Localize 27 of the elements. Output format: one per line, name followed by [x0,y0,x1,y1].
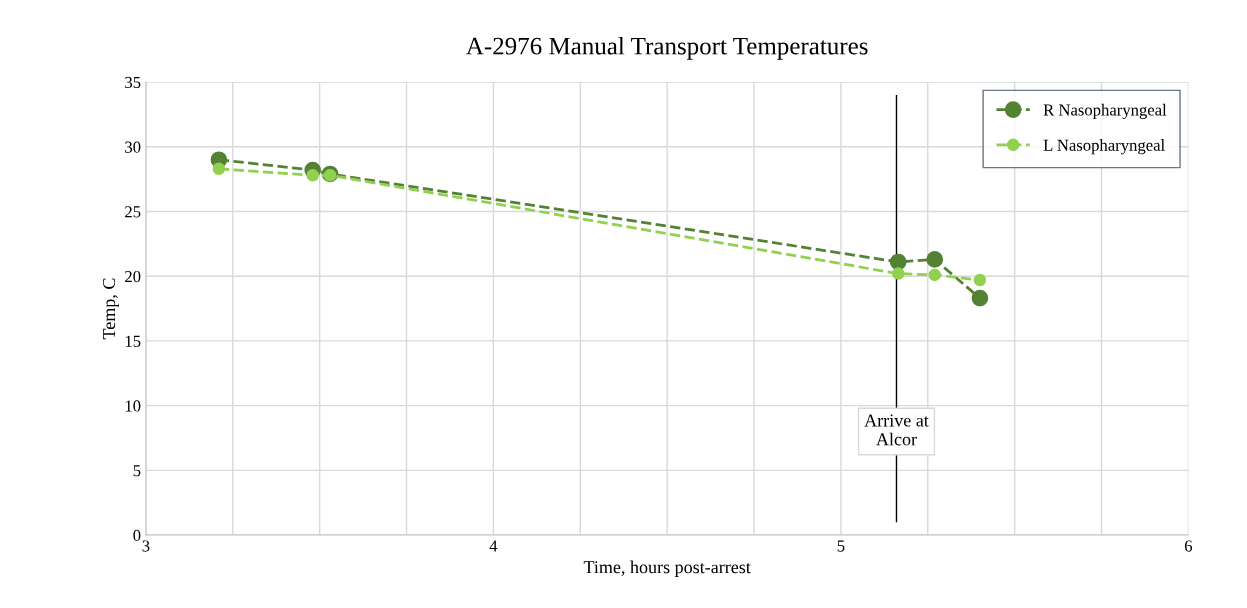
y-axis-title: Temp, C [103,278,119,340]
point [212,162,226,176]
y-tick-label: 35 [125,76,141,89]
point [926,251,944,268]
x-tick-label: 6 [1184,540,1193,552]
y-tick-label: 25 [125,206,141,218]
y-tick-label: 20 [125,270,141,283]
y-tick-label: 10 [125,400,141,412]
point [891,267,905,280]
y-tick-label: 0 [133,529,141,541]
y-tick-label: 15 [125,335,141,347]
point [889,253,907,271]
x-tick-label: 4 [489,540,498,552]
y-tick-label: 5 [133,465,141,477]
legend-label: L Nasopharyngeal [1043,139,1165,155]
point [971,289,989,307]
chart-title: A-2976 Manual Transport Temperatures [466,36,868,60]
x-tick-label: 5 [837,540,845,552]
point [323,169,337,182]
point [973,273,987,287]
point [306,169,319,182]
legend-label: R Nasopharyngeal [1043,103,1167,120]
ref-line-label: Arrive at Alcor [864,414,929,446]
y-tick-label: 30 [125,141,141,153]
x-axis-title: Time, hours post-arrest [583,560,751,577]
x-tick-label: 3 [142,540,150,552]
point [928,268,941,282]
